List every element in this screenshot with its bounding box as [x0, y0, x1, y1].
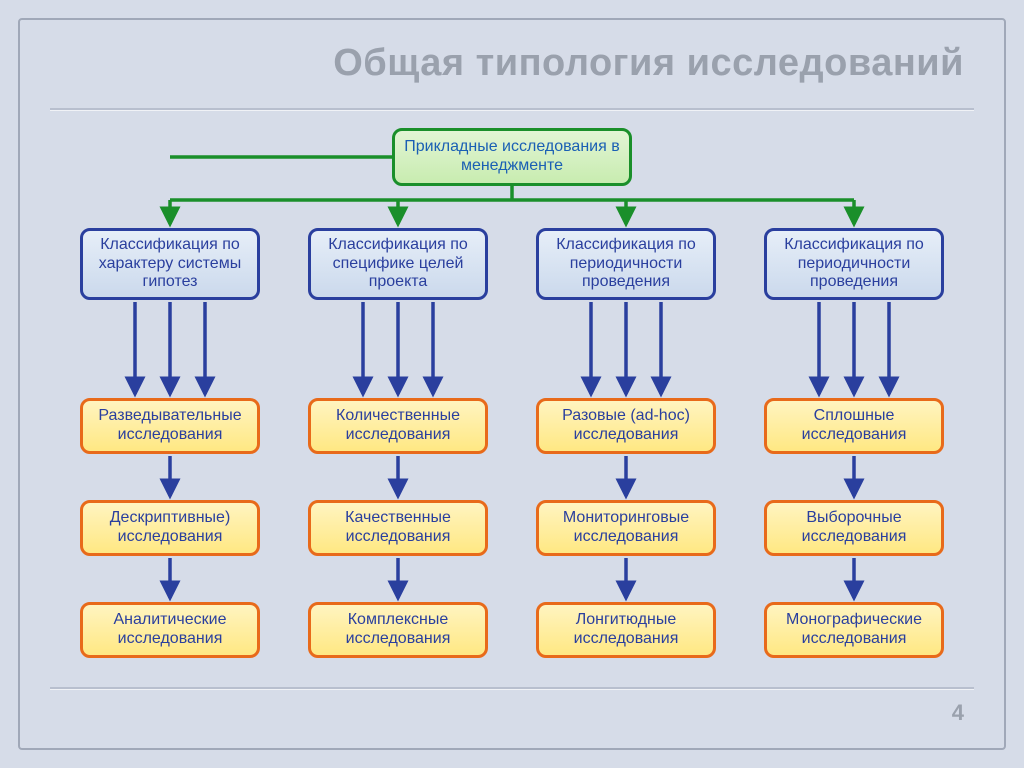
- page-title: Общая типология исследований: [284, 42, 1004, 85]
- leaf-node-1-0: Количественные исследования: [308, 398, 488, 454]
- rule-top: [50, 108, 974, 111]
- category-node-3: Классификация по периодичности проведени…: [764, 228, 944, 300]
- category-node-0: Классификация по характеру системы гипот…: [80, 228, 260, 300]
- leaf-node-0-2: Аналитические исследования: [80, 602, 260, 658]
- leaf-node-1-1: Качественные исследования: [308, 500, 488, 556]
- page-number: 4: [952, 700, 964, 726]
- leaf-node-2-0: Разовые (ad-hoc) исследования: [536, 398, 716, 454]
- category-node-2: Классификация по периодичности проведени…: [536, 228, 716, 300]
- diagram-canvas: Прикладные исследования в менеджменте Кла…: [20, 120, 1004, 678]
- leaf-node-2-1: Мониторинговые исследования: [536, 500, 716, 556]
- leaf-node-0-1: Дескриптивные) исследования: [80, 500, 260, 556]
- root-node: Прикладные исследования в менеджменте: [392, 128, 632, 186]
- leaf-node-1-2: Комплексные исследования: [308, 602, 488, 658]
- leaf-node-2-2: Лонгитюдные исследования: [536, 602, 716, 658]
- leaf-node-3-2: Монографические исследования: [764, 602, 944, 658]
- leaf-node-3-1: Выборочные исследования: [764, 500, 944, 556]
- category-node-1: Классификация по специфике целей проекта: [308, 228, 488, 300]
- slide-frame: Общая типология исследований Прикладные …: [18, 18, 1006, 750]
- rule-bottom: [50, 687, 974, 690]
- leaf-node-0-0: Разведывательные исследования: [80, 398, 260, 454]
- leaf-node-3-0: Сплошные исследования: [764, 398, 944, 454]
